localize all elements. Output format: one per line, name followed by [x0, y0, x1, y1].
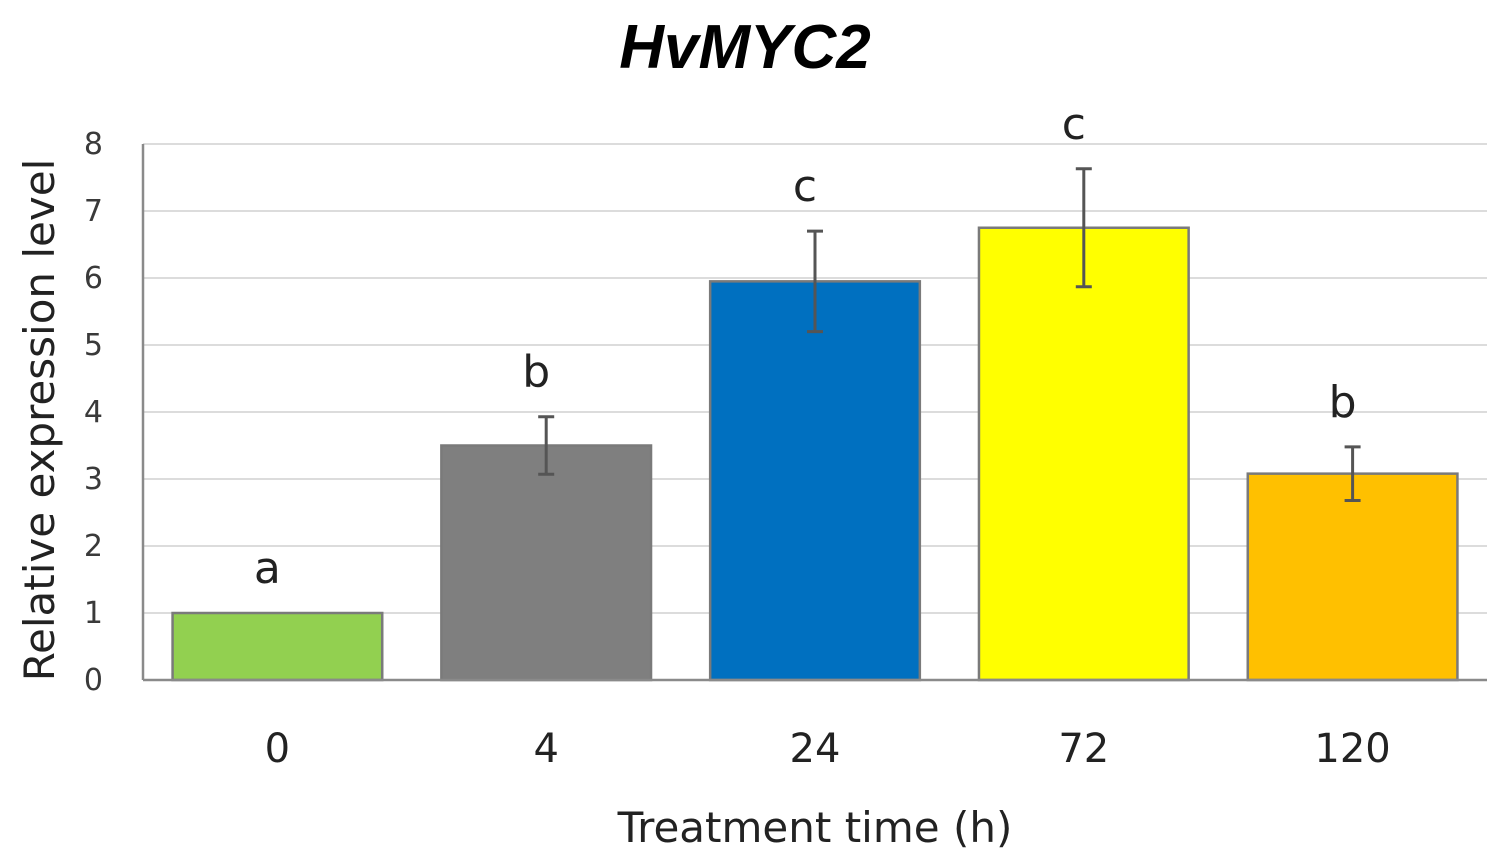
significance-labels: a b c c b — [254, 99, 1357, 594]
y-tick-label-7: 7 — [84, 194, 103, 229]
bar-24 — [708, 280, 922, 682]
significance-label-0: a — [254, 543, 281, 594]
error-bars — [538, 167, 1361, 502]
x-axis-categories: 0 4 24 72 120 — [265, 726, 1391, 772]
y-tick-label-6: 6 — [84, 261, 103, 296]
y-axis-ticks: 0 1 2 3 4 5 6 7 8 — [84, 127, 103, 698]
bars — [171, 226, 1459, 682]
x-category-label-4: 4 — [533, 726, 558, 772]
y-tick-label-1: 1 — [84, 596, 103, 631]
error-bar-72 — [1075, 167, 1092, 289]
x-category-label-120: 120 — [1314, 726, 1390, 772]
x-category-label-24: 24 — [790, 726, 841, 772]
bar-72 — [977, 226, 1190, 682]
y-axis-title: Relative expression level — [15, 159, 64, 682]
y-tick-label-5: 5 — [84, 328, 103, 363]
significance-label-72: c — [1062, 99, 1086, 150]
x-axis-title: Treatment time (h) — [617, 803, 1013, 852]
y-tick-label-3: 3 — [84, 462, 103, 497]
chart-title: HvMYC2 — [619, 13, 871, 82]
significance-label-24: c — [793, 161, 817, 212]
error-bar-120 — [1344, 445, 1361, 502]
x-category-label-72: 72 — [1058, 726, 1109, 772]
bar-120 — [1246, 472, 1459, 682]
significance-label-120: b — [1329, 377, 1357, 428]
error-bar-24 — [807, 229, 823, 334]
y-tick-label-8: 8 — [84, 127, 103, 162]
error-bar-4 — [538, 415, 555, 476]
y-tick-label-4: 4 — [84, 395, 103, 430]
x-category-label-0: 0 — [265, 726, 290, 772]
significance-label-4: b — [522, 347, 550, 398]
bar-4 — [440, 444, 653, 682]
y-tick-label-0: 0 — [84, 663, 103, 698]
y-tick-label-2: 2 — [84, 529, 103, 564]
bar-0 — [171, 611, 384, 682]
